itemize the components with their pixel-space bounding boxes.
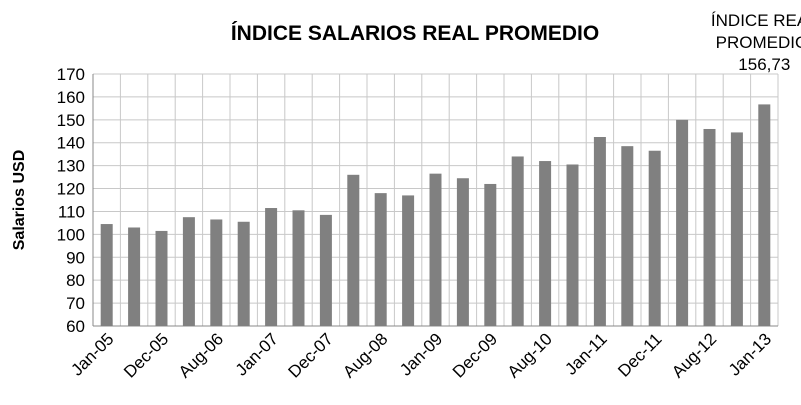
- y-tick-label: 130: [57, 157, 85, 176]
- y-tick-label: 120: [57, 180, 85, 199]
- x-tick-label: Dec-05: [120, 329, 172, 381]
- bar: [402, 195, 415, 326]
- bar: [292, 210, 305, 326]
- bar: [593, 137, 606, 326]
- bar: [456, 178, 469, 326]
- y-tick-label: 110: [58, 202, 85, 221]
- x-tick-label: Dec-07: [285, 329, 337, 381]
- bar: [155, 230, 168, 326]
- bar: [676, 119, 689, 327]
- bar: [621, 146, 634, 326]
- bar: [210, 219, 223, 326]
- x-tick-label: Aug-12: [668, 329, 720, 381]
- bar: [237, 221, 250, 326]
- x-tick-label: Aug-08: [339, 329, 391, 381]
- bar: [347, 174, 360, 326]
- bar: [319, 214, 332, 326]
- chart-title: ÍNDICE SALARIOS REAL PROMEDIO: [231, 22, 599, 45]
- bar: [758, 104, 771, 326]
- bar: [484, 183, 497, 326]
- bar: [539, 161, 552, 326]
- bar: [182, 217, 195, 326]
- bar: [566, 164, 579, 326]
- bar: [265, 208, 278, 326]
- bar: [128, 227, 141, 326]
- bar: [100, 224, 113, 326]
- y-tick-label: 150: [57, 111, 85, 130]
- y-tick-label: 140: [57, 134, 85, 153]
- bar: [374, 193, 387, 326]
- y-tick-label: 70: [66, 294, 85, 313]
- data-label: ÍNDICE REAL PROMEDIO; 156,73: [710, 11, 801, 74]
- x-tick-label: Jan-13: [725, 329, 775, 379]
- bar: [429, 173, 442, 326]
- y-tick-label: 100: [57, 225, 85, 244]
- bar: [511, 156, 524, 326]
- x-tick-label: Jan-09: [396, 329, 446, 379]
- x-tick-label: Jan-05: [67, 329, 117, 379]
- x-tick-label: Aug-06: [175, 329, 227, 381]
- x-tick-label: Dec-11: [614, 329, 665, 380]
- x-tick-label: Dec-09: [449, 329, 501, 381]
- y-tick-label: 80: [66, 271, 85, 290]
- x-tick-label: Jan-11: [561, 329, 610, 378]
- bar: [730, 132, 743, 326]
- y-axis-label: Salarios USD: [11, 150, 28, 250]
- y-tick-label: 160: [57, 88, 85, 107]
- y-tick-label: 60: [66, 317, 85, 336]
- y-tick-label: 170: [57, 65, 85, 84]
- bar: [648, 150, 661, 326]
- bar: [703, 128, 716, 326]
- y-tick-label: 90: [66, 248, 85, 267]
- x-tick-label: Jan-07: [232, 329, 282, 379]
- x-tick-label: Aug-10: [504, 329, 556, 381]
